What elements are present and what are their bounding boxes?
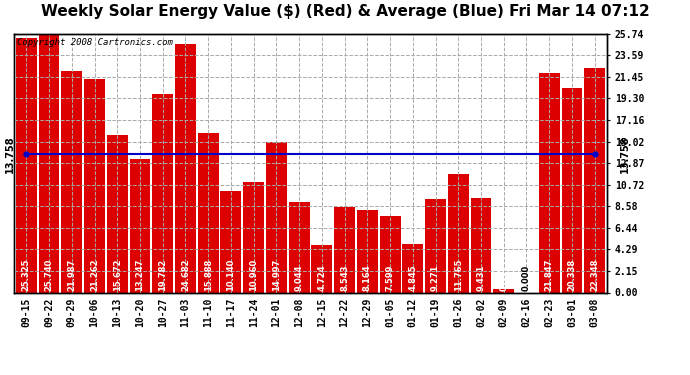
Bar (221, 190, 242, 292)
Text: 13.758: 13.758 (620, 135, 630, 173)
Text: Weekly Solar Energy Value ($) (Red) & Average (Blue) Fri Mar 14 07:12: Weekly Solar Energy Value ($) (Red) & Av… (41, 4, 649, 19)
Text: 24.682: 24.682 (181, 258, 190, 291)
Text: 25.325: 25.325 (22, 258, 31, 291)
Text: 22.348: 22.348 (590, 259, 599, 291)
Text: 4.845: 4.845 (408, 264, 417, 291)
Text: 13.247: 13.247 (135, 259, 144, 291)
Bar (198, 133, 219, 292)
Text: 10.960: 10.960 (249, 259, 258, 291)
Text: 21.847: 21.847 (544, 259, 553, 291)
Text: 19.782: 19.782 (158, 259, 167, 291)
Text: 9.431: 9.431 (477, 264, 486, 291)
Text: 0.317: 0.317 (500, 265, 509, 291)
Bar (584, 68, 605, 292)
Bar (61, 72, 82, 292)
Bar (243, 182, 264, 292)
Bar (39, 34, 59, 292)
Bar (175, 44, 196, 292)
Text: 8.543: 8.543 (340, 264, 349, 291)
Bar (357, 210, 378, 292)
Bar (84, 79, 105, 292)
Text: 15.672: 15.672 (112, 258, 121, 291)
Text: 9.271: 9.271 (431, 264, 440, 291)
Bar (380, 216, 400, 292)
Text: 13.758: 13.758 (5, 135, 15, 173)
Bar (471, 198, 491, 292)
Text: 25.740: 25.740 (45, 259, 54, 291)
Text: 21.987: 21.987 (68, 259, 77, 291)
Text: 20.338: 20.338 (567, 259, 576, 291)
Bar (311, 245, 333, 292)
Text: 15.888: 15.888 (204, 259, 213, 291)
Text: 0.000: 0.000 (522, 265, 531, 291)
Bar (16, 38, 37, 292)
Bar (493, 290, 514, 292)
Text: 14.997: 14.997 (272, 259, 281, 291)
Text: Copyright 2008 Cartronics.com: Copyright 2008 Cartronics.com (17, 38, 172, 46)
Bar (539, 73, 560, 292)
Text: 7.599: 7.599 (386, 265, 395, 291)
Bar (152, 94, 173, 292)
Text: 10.140: 10.140 (226, 259, 235, 291)
Bar (266, 142, 287, 292)
Text: 4.724: 4.724 (317, 264, 326, 291)
Bar (334, 207, 355, 292)
Bar (402, 244, 423, 292)
Text: 11.765: 11.765 (454, 258, 463, 291)
Bar (288, 202, 310, 292)
Text: 21.262: 21.262 (90, 258, 99, 291)
Bar (107, 135, 128, 292)
Bar (562, 88, 582, 292)
Text: 9.044: 9.044 (295, 264, 304, 291)
Bar (425, 199, 446, 292)
Text: 8.164: 8.164 (363, 264, 372, 291)
Bar (130, 159, 150, 292)
Bar (448, 174, 469, 292)
